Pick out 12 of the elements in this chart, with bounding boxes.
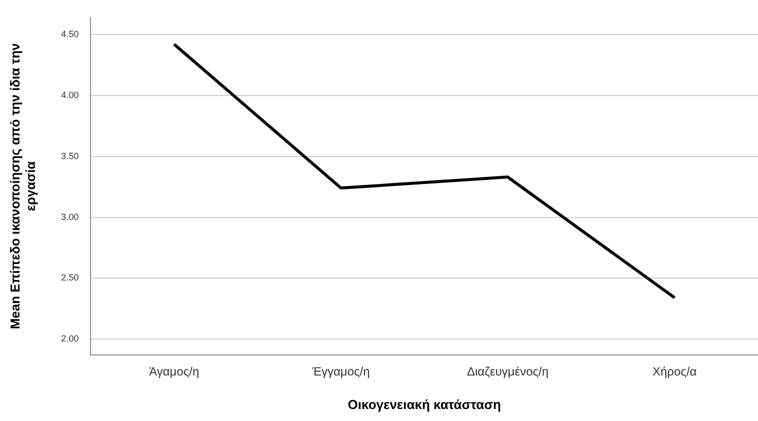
y-tick-label: 4.00 xyxy=(61,90,79,100)
x-tick-label: Άγαμος/η xyxy=(149,364,200,379)
x-axis-title: Οικογενειακή κατάσταση xyxy=(348,396,501,412)
y-tick-label: 2.00 xyxy=(61,334,79,344)
x-tick-label: Διαζευγμένος/η xyxy=(466,364,549,379)
y-tick-label: 3.00 xyxy=(61,212,79,222)
y-tick-label: 3.50 xyxy=(61,150,79,161)
y-tick-label: 4.50 xyxy=(61,28,79,39)
y-tick-label: 2.50 xyxy=(61,272,79,283)
y-axis-title: Mean Επίπεδο ικανοποίησης από την ίδια την εργασία xyxy=(7,43,38,330)
x-tick-label: Έγγαμος/η xyxy=(311,364,370,379)
x-tick-label: Χήρος/α xyxy=(652,364,697,379)
